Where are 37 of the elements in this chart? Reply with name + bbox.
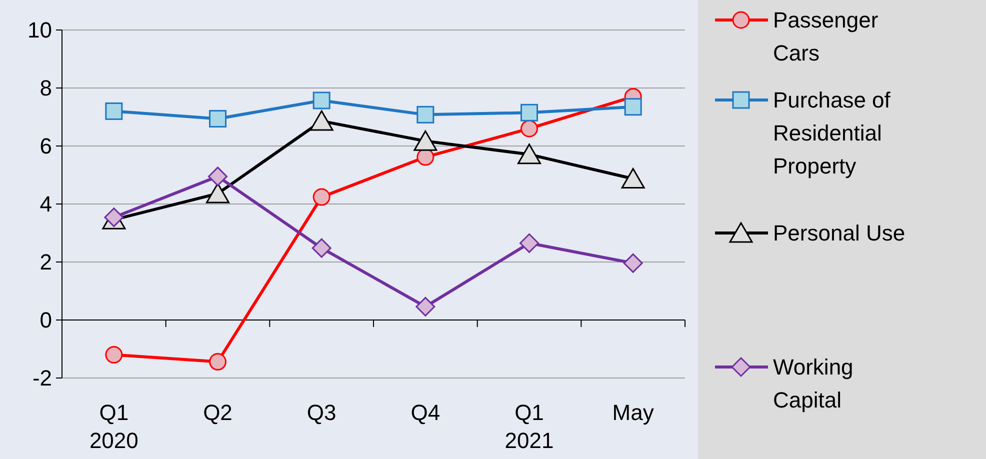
- point: [206, 182, 230, 204]
- point: [310, 110, 334, 131]
- point: [520, 104, 538, 122]
- point: [105, 102, 123, 120]
- y-tick-label: 4: [40, 192, 52, 217]
- y-tick-label: 10: [28, 18, 52, 43]
- legend-label: Working Capital: [773, 354, 854, 413]
- point: [416, 106, 434, 124]
- point: [520, 233, 539, 253]
- y-tick-label: -2: [32, 366, 52, 391]
- y-tick-label: 6: [40, 134, 52, 159]
- y-tick-label: 2: [40, 250, 52, 275]
- x-tick-label: Q1 2021: [504, 400, 554, 453]
- point: [312, 188, 330, 206]
- x-tick-label: May: [612, 400, 654, 425]
- point: [208, 166, 228, 186]
- y-tick-label: 8: [40, 76, 52, 101]
- point: [518, 144, 541, 164]
- legend-label: Personal Use: [773, 220, 906, 246]
- point: [312, 238, 332, 258]
- point: [209, 110, 226, 128]
- legend-label: Purchase of Residential Property: [773, 88, 892, 179]
- point: [621, 168, 645, 189]
- point: [520, 120, 538, 138]
- point: [414, 130, 438, 151]
- point: [623, 253, 643, 273]
- point: [209, 353, 226, 371]
- point: [624, 98, 642, 116]
- x-tick-label: Q1 2020: [89, 400, 138, 453]
- legend-label: Passenger Cars: [773, 8, 878, 66]
- x-tick-label: Q2: [203, 400, 232, 425]
- x-tick-label: Q3: [306, 400, 336, 425]
- point: [416, 296, 436, 316]
- point: [105, 346, 123, 364]
- y-tick-label: 0: [40, 308, 52, 333]
- x-tick-label: Q4: [410, 400, 440, 425]
- point: [312, 92, 330, 110]
